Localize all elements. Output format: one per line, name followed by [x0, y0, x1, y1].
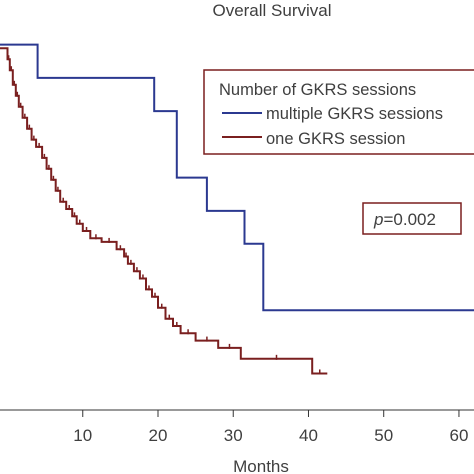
series-layer [0, 43, 474, 375]
x-tick-label-10: 10 [73, 426, 92, 445]
p-value-text: p=0.002 [373, 210, 436, 229]
legend-label-one: one GKRS session [266, 130, 405, 148]
x-tick-label-60: 60 [449, 426, 468, 445]
x-tick-label-50: 50 [374, 426, 393, 445]
p-value-box [362, 202, 462, 235]
x-tick-label-30: 30 [224, 426, 243, 445]
p-value-symbol: p [373, 210, 383, 229]
censor-layer [7, 55, 321, 375]
series-line-multiple [0, 43, 474, 312]
p-value-number: =0.002 [383, 210, 435, 229]
x-axis-label: Months [233, 457, 289, 474]
legend: Number of GKRS sessions multiple GKRS se… [203, 69, 474, 155]
legend-label-multiple: multiple GKRS sessions [266, 105, 443, 123]
chart-title: Overall Survival [212, 1, 331, 20]
series-line-one [0, 47, 328, 375]
p-value-annotation: p=0.002 [362, 202, 462, 235]
legend-title: Number of GKRS sessions [219, 81, 416, 99]
x-axis-ticks: 10 20 30 40 50 60 [73, 410, 468, 445]
x-tick-label-40: 40 [299, 426, 318, 445]
x-tick-label-20: 20 [149, 426, 168, 445]
plot-area: 10 20 30 40 50 60 [0, 43, 474, 445]
